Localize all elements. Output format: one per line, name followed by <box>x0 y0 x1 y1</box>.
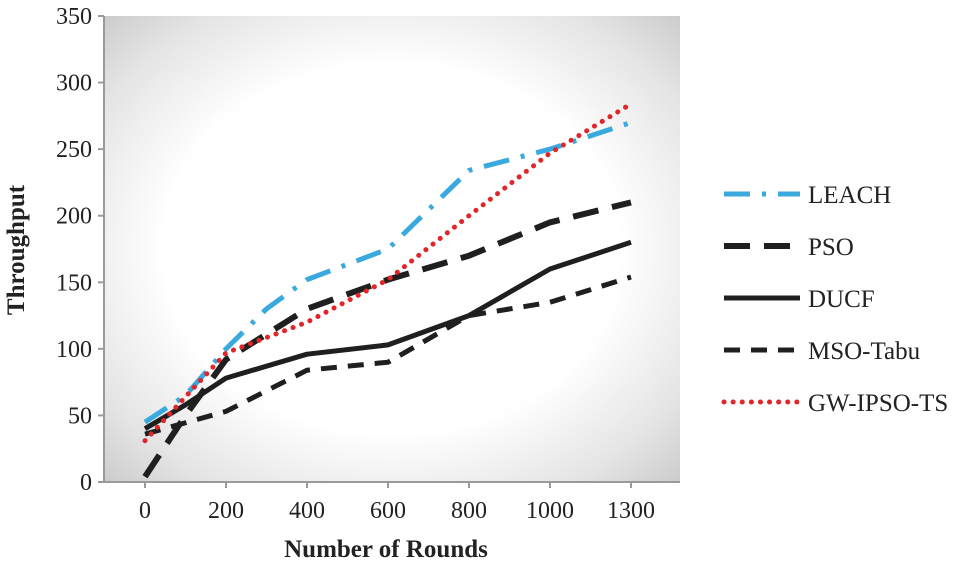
legend: LEACH PSO DUCF MSO-Tabu GW-IPSO-TS <box>721 182 948 417</box>
x-tick-label: 1000 <box>526 498 574 524</box>
legend-label-gw-ipso-ts: GW-IPSO-TS <box>808 390 948 417</box>
series-lines <box>142 101 634 479</box>
y-tick-label: 350 <box>56 4 92 30</box>
plot-area <box>104 16 680 482</box>
x-tick-label: 800 <box>451 498 487 524</box>
series-line-gw-ipso-ts <box>142 101 634 444</box>
legend-label-mso-tabu: MSO-Tabu <box>808 338 921 365</box>
x-axis-ticks: 0 200 400 600 800 1000 1300 <box>139 482 655 524</box>
y-tick-label: 300 <box>56 71 92 97</box>
x-tick-label: 0 <box>139 498 151 524</box>
x-tick-label: 1300 <box>607 498 655 524</box>
series-line-ducf <box>143 239 632 431</box>
y-tick-label: 100 <box>56 337 92 363</box>
x-tick-label: 400 <box>289 498 325 524</box>
y-tick-label: 250 <box>56 137 92 163</box>
series-line-mso-tabu <box>144 274 632 437</box>
series-line-pso <box>142 199 632 479</box>
y-tick-label: 50 <box>68 403 92 429</box>
y-tick-label: 200 <box>56 204 92 230</box>
y-tick-label: 150 <box>56 270 92 296</box>
x-tick-label: 200 <box>208 498 244 524</box>
x-tick-label: 600 <box>370 498 406 524</box>
legend-label-ducf: DUCF <box>808 286 875 313</box>
y-tick-label: 0 <box>80 470 92 496</box>
legend-label-pso: PSO <box>808 234 854 261</box>
y-axis-ticks: 0 50 100 150 200 250 300 350 <box>56 4 104 496</box>
x-axis-title: Number of Rounds <box>284 536 488 563</box>
y-axis-title: Throughput <box>3 184 30 315</box>
legend-label-leach: LEACH <box>808 182 891 209</box>
